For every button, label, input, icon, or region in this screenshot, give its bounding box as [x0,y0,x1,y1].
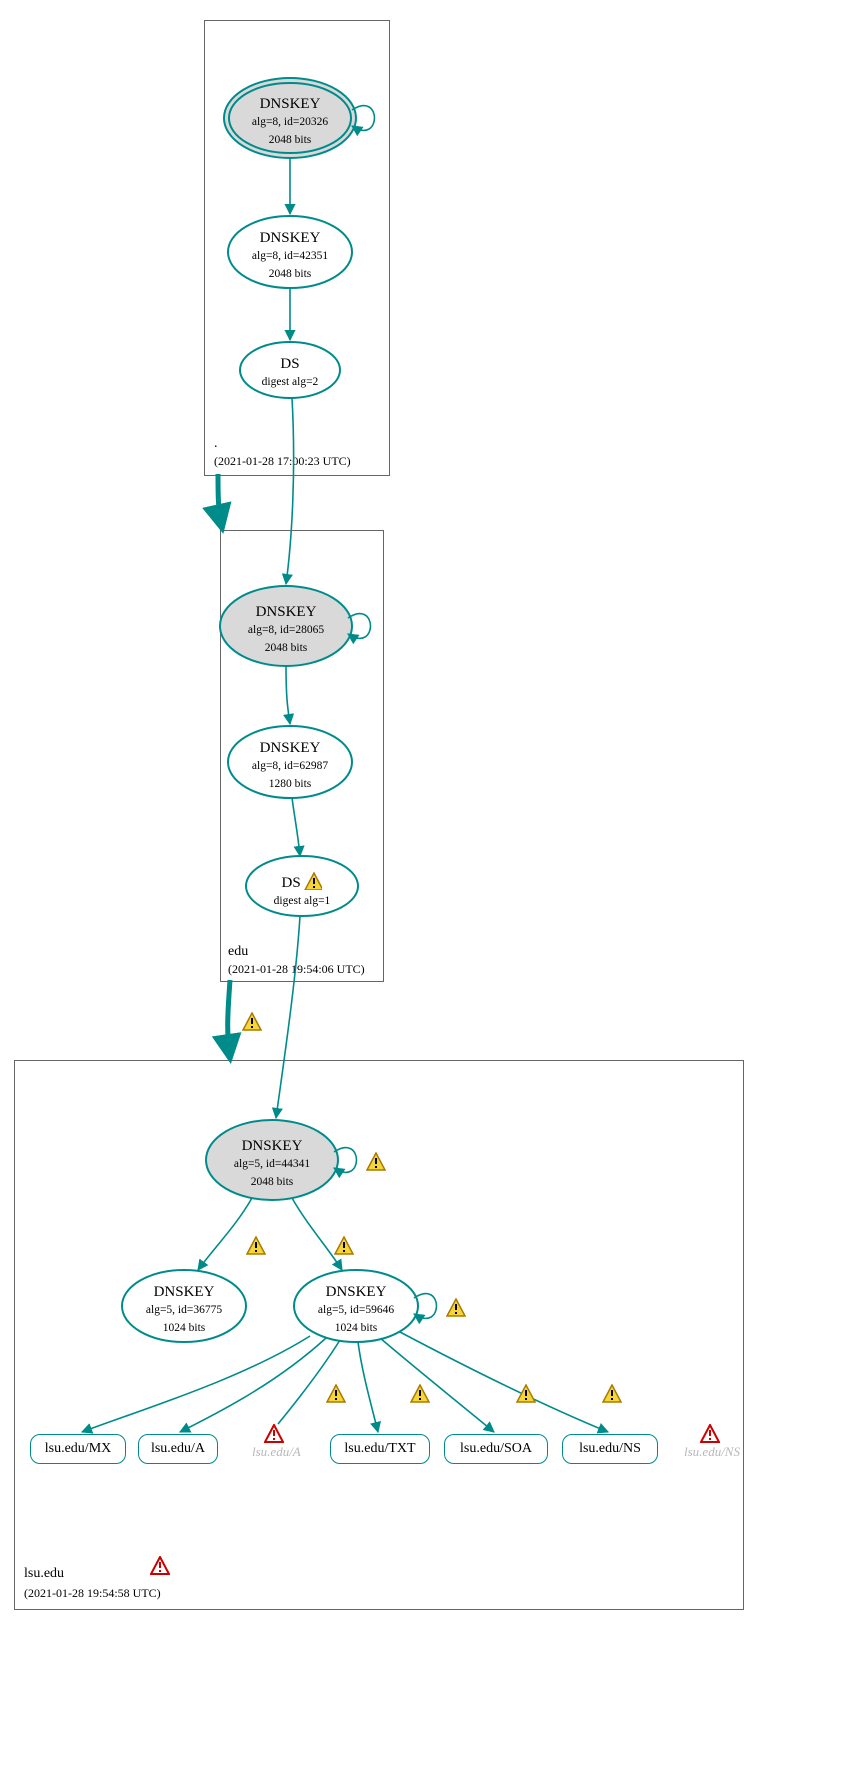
warning-icon [246,1236,266,1256]
node-edu_ds[interactable] [243,853,361,919]
warning-icon [516,1384,536,1404]
warning-icon [410,1384,430,1404]
ghost-record-gns: lsu.edu/NS [684,1444,740,1460]
warning-icon [242,1012,262,1032]
node-root_zsk[interactable] [225,213,355,291]
zone-timestamp-edu: (2021-01-28 19:54:06 UTC) [228,962,365,977]
node-lsu_ksk[interactable] [203,1117,385,1203]
error-icon [700,1424,720,1444]
record-a[interactable]: lsu.edu/A [138,1434,218,1464]
error-icon [264,1424,284,1444]
record-txt[interactable]: lsu.edu/TXT [330,1434,430,1464]
record-mx[interactable]: lsu.edu/MX [30,1434,126,1464]
error-icon [150,1556,170,1576]
zone-label-edu: edu [228,944,248,960]
zone-label-root: . [214,436,218,452]
node-edu_zsk[interactable] [225,723,355,801]
node-edu_ksk[interactable] [217,583,399,669]
ghost-record-ga: lsu.edu/A [252,1444,301,1460]
node-lsu_k3[interactable] [291,1267,465,1345]
zone-label-lsu: lsu.edu [24,1566,64,1582]
warning-icon [326,1384,346,1404]
warning-icon [602,1384,622,1404]
zone-timestamp-root: (2021-01-28 17:00:23 UTC) [214,454,351,469]
node-root_ksk[interactable] [221,75,403,161]
warning-icon [366,1152,386,1172]
node-lsu_k2[interactable] [119,1267,249,1345]
record-soa[interactable]: lsu.edu/SOA [444,1434,548,1464]
node-root_ds[interactable] [237,339,343,401]
warning-icon [446,1298,466,1318]
warning-icon [334,1236,354,1256]
zone-timestamp-lsu: (2021-01-28 19:54:58 UTC) [24,1586,161,1601]
record-ns[interactable]: lsu.edu/NS [562,1434,658,1464]
